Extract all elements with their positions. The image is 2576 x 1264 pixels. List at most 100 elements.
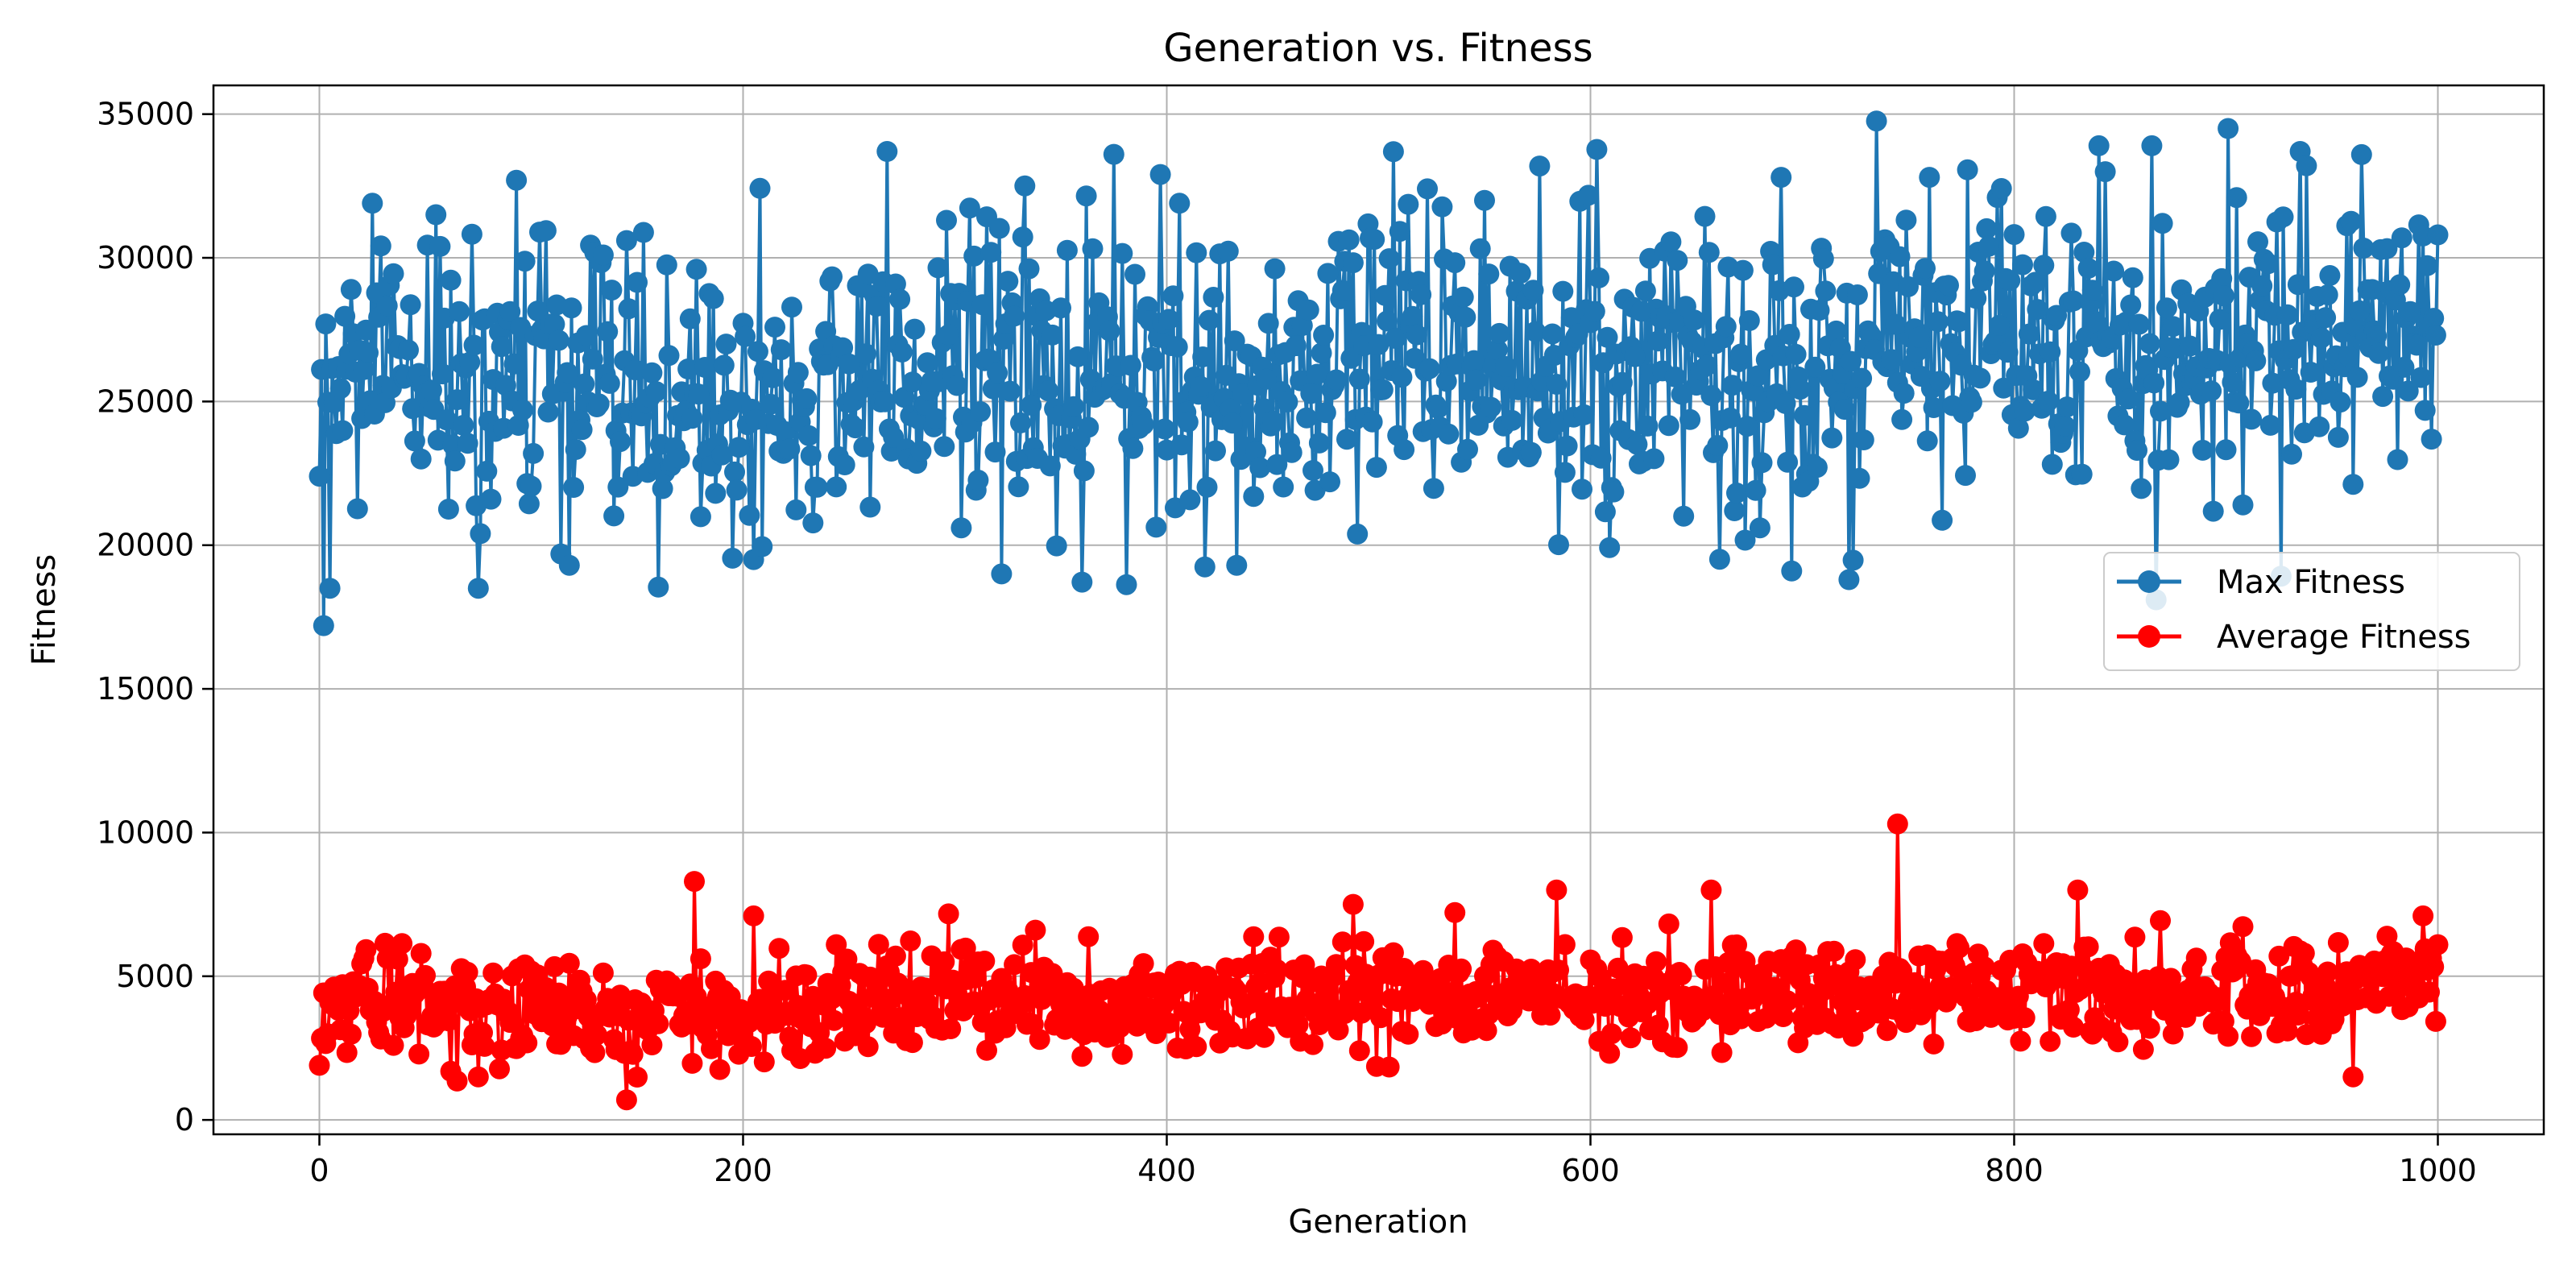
- data-point-max-fitness: [726, 479, 748, 501]
- data-point-max-fitness: [834, 454, 855, 475]
- data-point-max-fitness: [334, 305, 356, 327]
- data-point-average-fitness: [1777, 990, 1799, 1012]
- data-point-max-fitness: [1418, 358, 1440, 379]
- data-point-average-fitness: [2185, 947, 2207, 969]
- data-point-average-fitness: [1700, 879, 1722, 901]
- data-point-max-fitness: [1008, 476, 1029, 498]
- data-point-average-fitness: [1078, 926, 1100, 947]
- data-point-max-fitness: [876, 141, 898, 162]
- data-point-max-fitness: [641, 362, 663, 383]
- data-point-max-fitness: [2179, 335, 2201, 357]
- data-point-max-fitness: [315, 313, 337, 335]
- data-point-max-fitness: [1738, 310, 1760, 331]
- data-point-max-fitness: [398, 339, 419, 361]
- legend-label-average-fitness: Average Fitness: [2217, 619, 2471, 656]
- data-point-max-fitness: [2245, 350, 2267, 371]
- data-point-max-fitness: [1158, 309, 1180, 330]
- data-point-max-fitness: [1037, 380, 1059, 402]
- data-point-max-fitness: [467, 578, 489, 599]
- data-point-max-fitness: [1378, 248, 1400, 270]
- data-point-max-fitness: [2127, 440, 2147, 461]
- data-point-max-fitness: [760, 393, 781, 415]
- data-point-max-fitness: [463, 334, 485, 356]
- data-point-average-fitness: [1025, 919, 1046, 941]
- data-point-max-fitness: [558, 554, 580, 576]
- data-point-max-fitness: [499, 300, 521, 322]
- data-point-max-fitness: [1770, 167, 1792, 189]
- data-point-max-fitness: [702, 288, 724, 309]
- data-point-max-fitness: [1021, 394, 1042, 416]
- data-point-max-fitness: [1806, 457, 1828, 479]
- data-point-max-fitness: [1794, 404, 1816, 426]
- data-point-average-fitness: [2077, 936, 2099, 958]
- data-point-average-fitness: [1711, 1042, 1733, 1063]
- data-point-max-fitness: [2139, 333, 2160, 354]
- data-point-max-fitness: [1435, 371, 1457, 392]
- data-point-max-fitness: [747, 341, 768, 363]
- data-point-max-fitness: [1853, 429, 1874, 450]
- data-point-max-fitness: [1993, 377, 2015, 399]
- data-point-max-fitness: [1389, 221, 1410, 242]
- data-point-max-fitness: [1881, 349, 1902, 371]
- data-point-average-fitness: [815, 1038, 837, 1059]
- data-point-max-fitness: [437, 499, 459, 520]
- data-point-max-fitness: [705, 483, 727, 504]
- data-point-max-fitness: [2423, 308, 2445, 329]
- data-point-average-fitness: [1342, 893, 1364, 915]
- data-point-average-fitness: [446, 1070, 468, 1092]
- data-point-max-fitness: [1908, 326, 1930, 348]
- data-point-max-fitness: [1577, 184, 1599, 206]
- data-point-max-fitness: [1751, 452, 1773, 474]
- y-tick-label: 15000: [97, 671, 194, 707]
- data-point-max-fitness: [1062, 396, 1084, 417]
- data-point-max-fitness: [685, 259, 707, 280]
- data-point-max-fitness: [2350, 143, 2372, 165]
- data-point-max-fitness: [2366, 325, 2388, 347]
- data-point-max-fitness: [1082, 238, 1104, 259]
- data-point-max-fitness: [2060, 222, 2082, 244]
- data-point-max-fitness: [1745, 479, 1766, 501]
- data-point-max-fitness: [1804, 356, 1826, 378]
- data-point-max-fitness: [910, 440, 932, 462]
- legend-box: [2103, 552, 2520, 671]
- data-point-average-fitness: [1179, 1018, 1201, 1040]
- data-point-max-fitness: [2287, 274, 2309, 296]
- data-point-max-fitness: [971, 294, 993, 316]
- data-point-max-fitness: [1978, 235, 1999, 257]
- data-point-average-fitness: [489, 1058, 510, 1080]
- data-point-max-fitness: [1846, 284, 1868, 305]
- data-point-average-fitness: [1287, 1014, 1309, 1036]
- x-tick-label: 400: [1137, 1153, 1196, 1188]
- data-point-max-fitness: [946, 375, 968, 396]
- data-point-max-fitness: [1300, 383, 1322, 404]
- data-point-max-fitness: [1893, 383, 1915, 404]
- data-point-average-fitness: [1611, 926, 1633, 948]
- data-point-max-fitness: [1885, 313, 1907, 335]
- data-point-average-fitness: [940, 1018, 962, 1039]
- data-point-max-fitness: [779, 438, 801, 460]
- data-point-max-fitness: [688, 383, 710, 405]
- data-point-average-fitness: [1071, 1046, 1093, 1067]
- data-point-max-fitness: [1169, 193, 1191, 214]
- data-point-max-fitness: [2338, 346, 2359, 367]
- data-point-max-fitness: [1438, 423, 1460, 445]
- data-point-max-fitness: [1194, 556, 1216, 578]
- data-point-max-fitness: [557, 362, 578, 383]
- data-point-average-fitness: [457, 961, 478, 983]
- data-point-max-fitness: [2417, 255, 2438, 276]
- data-point-average-fitness: [753, 1051, 775, 1073]
- data-point-max-fitness: [1762, 254, 1783, 276]
- data-point-max-fitness: [1556, 435, 1578, 457]
- data-point-max-fitness: [1372, 379, 1394, 400]
- data-point-max-fitness: [1480, 396, 1501, 418]
- data-point-max-fitness: [2317, 284, 2338, 305]
- data-point-max-fitness: [1783, 276, 1804, 298]
- data-point-average-fitness: [690, 948, 711, 970]
- data-point-max-fitness: [1423, 478, 1444, 499]
- data-point-average-fitness: [1444, 901, 1466, 923]
- data-point-max-fitness: [2018, 323, 2040, 345]
- data-point-average-fitness: [627, 1067, 648, 1088]
- data-point-average-fitness: [2207, 987, 2228, 1009]
- data-point-average-fitness: [1112, 1043, 1133, 1065]
